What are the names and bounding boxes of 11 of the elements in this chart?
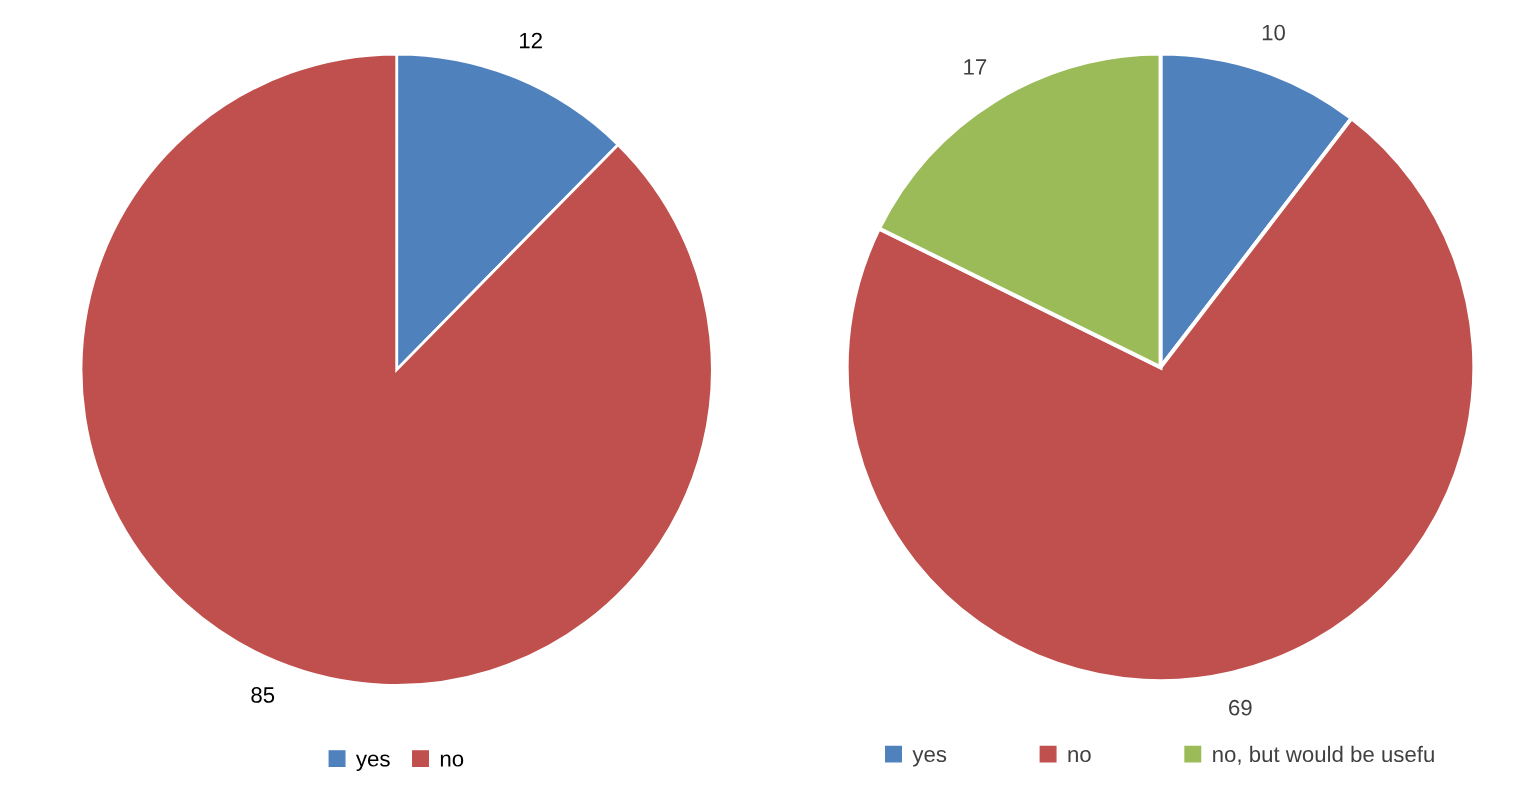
legend-label: no, but would be usefu [1213,745,1434,765]
data-label: 85 [251,687,275,703]
legend-label: no [1068,749,1091,763]
data-label: 12 [520,32,542,49]
data-label: 69 [1229,699,1252,716]
legend-label: no [440,754,464,767]
pie-slice [79,52,714,687]
legend-label: yes [355,754,390,771]
legend-label: yes [912,749,947,767]
data-label: 10 [1262,24,1285,41]
data-label: 17 [964,59,987,75]
